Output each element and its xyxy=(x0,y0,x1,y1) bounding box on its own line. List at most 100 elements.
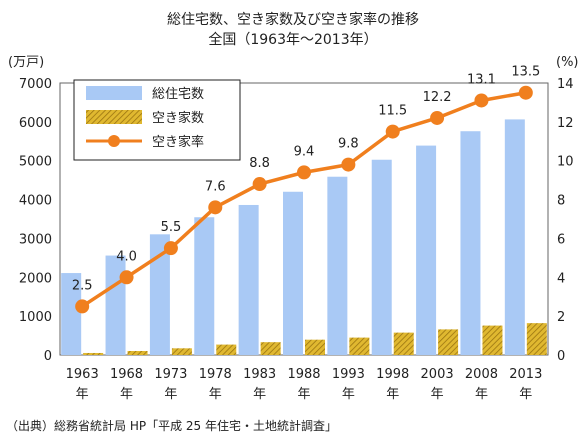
chart-title: 総住宅数、空き家数及び空き家率の推移 xyxy=(167,11,419,28)
rate-point xyxy=(341,157,356,172)
x-tick-year: 2008 xyxy=(465,367,498,382)
x-tick-year: 1973 xyxy=(154,367,187,382)
right-tick-label: 4 xyxy=(557,271,565,286)
rate-point xyxy=(75,299,90,314)
rate-point xyxy=(297,165,311,180)
right-axis-unit: (%) xyxy=(556,55,579,70)
left-tick-label: 5000 xyxy=(19,155,52,170)
right-tick-label: 6 xyxy=(557,232,565,247)
x-tick-year: 2003 xyxy=(421,367,454,382)
x-tick-suffix: 年 xyxy=(253,387,266,402)
x-tick-suffix: 年 xyxy=(297,387,310,402)
left-tick-label: 2000 xyxy=(19,271,52,286)
total-housing-bars xyxy=(61,119,525,355)
rate-data-label: 11.5 xyxy=(378,104,407,119)
x-tick-suffix: 年 xyxy=(120,387,133,402)
source-note: （出典）総務省統計局 HP「平成 25 年住宅・土地統計調査」 xyxy=(6,418,337,433)
x-tick-year: 1963 xyxy=(66,367,99,382)
rate-point xyxy=(430,110,445,125)
rate-point xyxy=(208,200,223,215)
bar-total-housing xyxy=(371,159,392,355)
bar-vacant-housing xyxy=(349,337,370,355)
x-tick-year: 1988 xyxy=(287,367,320,382)
rate-data-label: 8.8 xyxy=(249,156,270,171)
right-axis-ticks: 0 2 4 6 8 10 12 14 xyxy=(557,77,574,364)
legend-label-rate: 空き家率 xyxy=(152,134,204,150)
left-tick-label: 6000 xyxy=(19,116,52,131)
rate-point xyxy=(252,177,267,192)
x-axis-ticks: 1963 年 1968 年 1973 年 1978 年 1983 年 1988 年 1993 年 1998 年… xyxy=(66,367,543,402)
bar-vacant-housing xyxy=(171,348,192,355)
left-tick-label: 4000 xyxy=(19,194,52,209)
x-tick-year: 1983 xyxy=(243,367,276,382)
legend: 総住宅数 空き家数 空き家率 xyxy=(73,79,241,161)
rate-data-label: 5.5 xyxy=(161,220,182,235)
right-tick-label: 14 xyxy=(557,77,574,92)
rate-point xyxy=(474,93,489,108)
right-tick-label: 10 xyxy=(557,155,574,170)
x-tick-suffix: 年 xyxy=(164,387,177,402)
bar-vacant-housing xyxy=(216,344,237,355)
chart-subtitle: 全国（1963年～2013年） xyxy=(208,31,377,48)
rate-data-label: 4.0 xyxy=(116,249,137,264)
legend-label-vacant: 空き家数 xyxy=(152,110,204,126)
bar-total-housing xyxy=(61,273,82,355)
rate-data-label: 13.5 xyxy=(511,65,540,80)
x-tick-suffix: 年 xyxy=(431,387,444,402)
vacant-housing-bars xyxy=(83,323,547,355)
rate-data-label: 13.1 xyxy=(467,72,496,87)
rate-data-label: 7.6 xyxy=(205,179,226,194)
legend-swatch-vacant xyxy=(86,110,142,124)
bar-total-housing xyxy=(149,234,170,355)
bar-total-housing xyxy=(283,191,303,355)
x-tick-suffix: 年 xyxy=(76,387,89,402)
bar-total-housing xyxy=(327,176,348,355)
bar-vacant-housing xyxy=(127,350,148,355)
legend-swatch-total xyxy=(86,86,142,100)
left-tick-label: 1000 xyxy=(19,310,52,325)
bar-total-housing xyxy=(105,255,126,355)
legend-marker-rate xyxy=(108,135,120,147)
x-tick-year: 1978 xyxy=(199,367,232,382)
bar-vacant-housing xyxy=(83,352,104,355)
rate-point xyxy=(163,241,178,256)
x-tick-suffix: 年 xyxy=(342,387,355,402)
bar-vacant-housing xyxy=(438,329,459,355)
x-tick-year: 1993 xyxy=(332,367,365,382)
rate-point xyxy=(518,85,533,100)
bar-vacant-housing xyxy=(526,323,547,355)
left-tick-label: 7000 xyxy=(19,77,52,92)
legend-label-total: 総住宅数 xyxy=(152,87,204,102)
bar-total-housing xyxy=(504,119,525,355)
bar-vacant-housing xyxy=(305,339,325,355)
bar-vacant-housing xyxy=(393,332,414,355)
left-axis-ticks: 0 1000 2000 3000 4000 5000 6000 7000 xyxy=(19,77,52,364)
x-tick-year: 1968 xyxy=(110,367,143,382)
bar-total-housing xyxy=(460,131,481,355)
right-tick-label: 0 xyxy=(557,349,565,364)
x-tick-suffix: 年 xyxy=(386,387,399,402)
rate-data-label: 9.8 xyxy=(338,137,359,152)
x-tick-suffix: 年 xyxy=(519,387,532,402)
bar-total-housing xyxy=(416,145,437,355)
left-tick-label: 3000 xyxy=(19,232,52,247)
bar-total-housing xyxy=(194,217,215,355)
bar-total-housing xyxy=(238,204,259,355)
rate-point xyxy=(385,124,400,139)
rate-point xyxy=(119,270,134,285)
x-tick-suffix: 年 xyxy=(209,387,222,402)
vacancy-rate-line: 2.5 4.0 5.5 7.6 8.8 9.4 9.8 11.5 12.2 13.1 13.5 xyxy=(72,65,540,314)
right-tick-label: 12 xyxy=(557,116,574,131)
right-tick-label: 2 xyxy=(557,310,565,325)
left-tick-label: 0 xyxy=(44,349,52,364)
bar-vacant-housing xyxy=(260,342,281,355)
x-tick-year: 2013 xyxy=(509,367,542,382)
rate-data-label: 12.2 xyxy=(423,90,452,105)
x-tick-year: 1998 xyxy=(376,367,409,382)
x-tick-suffix: 年 xyxy=(475,387,488,402)
bar-vacant-housing xyxy=(482,325,503,355)
rate-data-label: 9.4 xyxy=(294,144,315,159)
left-axis-unit: (万戸) xyxy=(8,55,44,70)
rate-data-label: 2.5 xyxy=(72,278,93,293)
